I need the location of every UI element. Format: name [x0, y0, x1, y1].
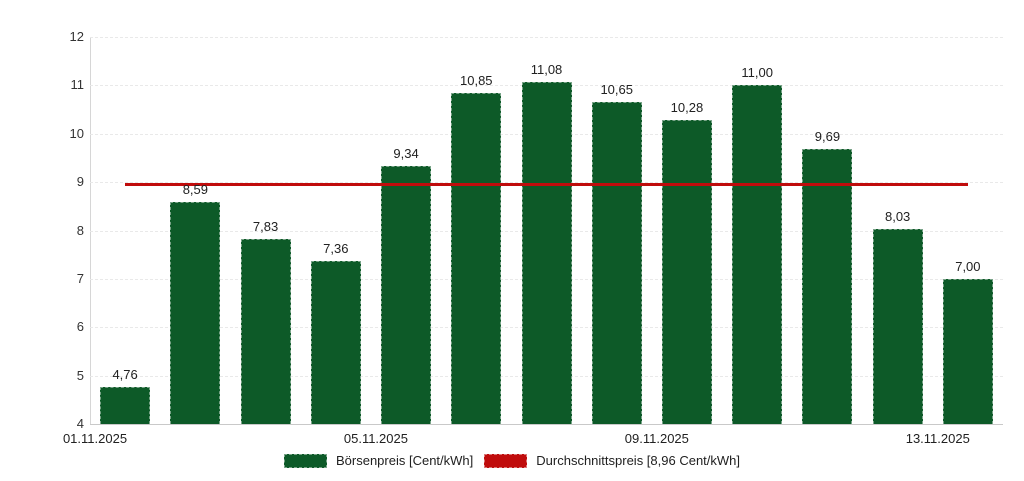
y-tick-label: 6	[76, 319, 84, 335]
y-tick-label: 12	[69, 29, 84, 44]
bar-value-label: 9,69	[814, 128, 841, 144]
y-tick-label: 7	[76, 270, 84, 286]
bar[interactable]	[942, 278, 993, 424]
y-tick-label: 4	[76, 416, 84, 431]
bar-value-label: 7,36	[323, 241, 349, 257]
y-tick-label: 9	[76, 174, 84, 190]
bar[interactable]	[381, 165, 432, 424]
bar[interactable]	[802, 148, 853, 424]
bar-value-label: 10,28	[670, 100, 704, 116]
bar-value-label: 10,85	[459, 72, 493, 88]
legend-swatch-boersenpreis	[283, 453, 327, 468]
bar[interactable]	[240, 238, 291, 424]
bar[interactable]	[732, 85, 783, 424]
legend-swatch-durchschnittspreis	[484, 453, 528, 468]
x-tick-label: 05.11.2025	[343, 431, 408, 446]
x-tick-label: 13.11.2025	[905, 431, 970, 446]
bar-value-label: 4,76	[112, 367, 138, 383]
bar-value-label: 7,83	[252, 218, 279, 234]
y-tick-label: 11	[70, 77, 85, 93]
y-tick-label: 5	[76, 367, 84, 383]
legend: Börsenpreis [Cent/kWh] Durchschnittsprei…	[0, 453, 1024, 468]
average-line	[125, 182, 968, 186]
x-axis-line	[90, 424, 1003, 425]
plot-area	[90, 37, 1003, 425]
legend-item-durchschnittspreis[interactable]: Durchschnittspreis [8,96 Cent/kWh]	[484, 453, 740, 468]
bar-value-label: 11,08	[530, 61, 563, 77]
x-tick-label: 01.11.2025	[62, 431, 128, 446]
y-tick-label: 10	[69, 125, 84, 141]
legend-item-boersenpreis[interactable]: Börsenpreis [Cent/kWh]	[283, 453, 474, 468]
bar[interactable]	[451, 92, 502, 424]
bar[interactable]	[100, 387, 151, 424]
bar-value-label: 7,00	[955, 258, 981, 274]
x-tick-label: 09.11.2025	[624, 431, 689, 446]
bar-value-label: 10,65	[600, 82, 633, 98]
y-tick-label: 8	[76, 222, 84, 238]
bar[interactable]	[310, 261, 361, 424]
bar[interactable]	[591, 102, 642, 424]
legend-label-durchschnittspreis: Durchschnittspreis [8,96 Cent/kWh]	[536, 453, 741, 468]
bar[interactable]	[661, 120, 712, 424]
legend-label-boersenpreis: Börsenpreis [Cent/kWh]	[335, 453, 474, 468]
bar-value-label: 8,03	[884, 209, 911, 225]
bar-value-label: 9,34	[393, 145, 419, 161]
bar[interactable]	[521, 81, 572, 424]
gridline	[90, 37, 1003, 38]
bar-value-label: 11,00	[741, 65, 773, 81]
bar[interactable]	[872, 229, 923, 424]
bar[interactable]	[170, 201, 221, 424]
bar-value-label: 8,59	[182, 181, 208, 197]
